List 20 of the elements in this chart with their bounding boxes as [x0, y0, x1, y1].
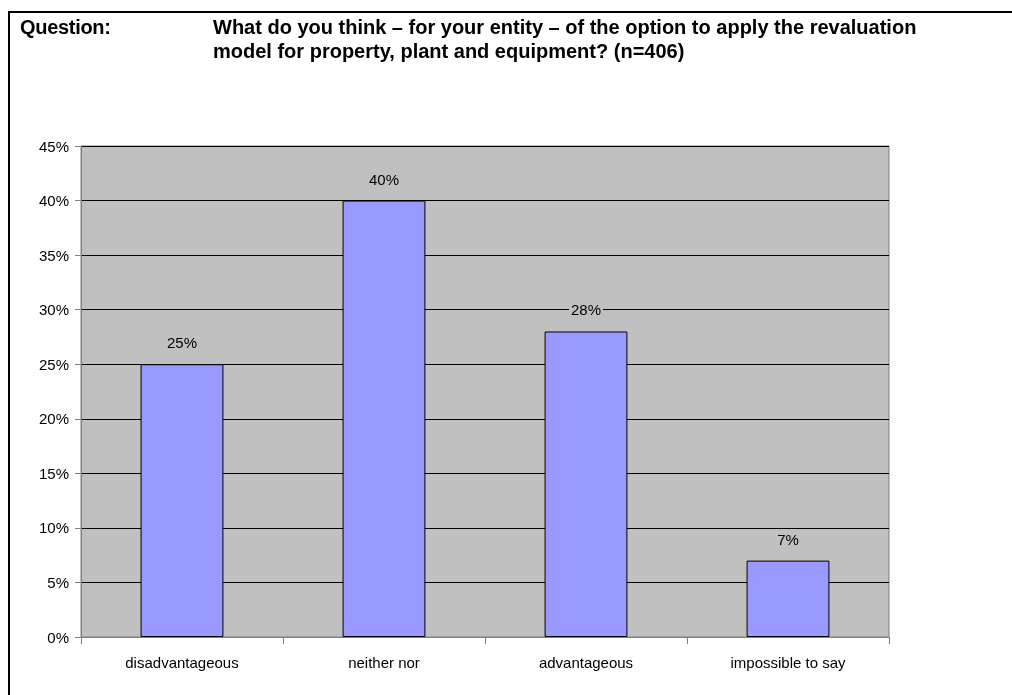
y-tick-label: 40%: [38, 192, 69, 210]
y-tick-label: 5%: [47, 573, 69, 591]
y-tick-label: 30%: [38, 301, 69, 319]
y-tick-label: 20%: [38, 410, 69, 428]
data-label: 25%: [166, 334, 198, 352]
data-label: 7%: [777, 530, 799, 548]
y-tick-label: 0%: [47, 628, 69, 646]
y-tick-label: 35%: [38, 246, 69, 264]
y-tick-label: 45%: [38, 137, 69, 155]
y-tick-label: 10%: [38, 519, 69, 537]
chart-subtitle: What do you think – for your entity – of the option to apply the revaluation model for property, plant and equipment? (n=406): [213, 15, 918, 63]
x-tick-label: disadvantageous: [125, 654, 239, 671]
data-label: 28%: [570, 301, 602, 319]
y-tick-label: 25%: [38, 355, 69, 373]
data-label: 40%: [368, 170, 400, 188]
x-tick-label: advantageous: [538, 654, 634, 671]
chart-title: Question:: [20, 15, 111, 39]
x-tick-label: impossible to say: [730, 654, 847, 671]
x-tick-label: neither nor: [348, 654, 420, 671]
y-tick-label: 15%: [38, 464, 69, 482]
